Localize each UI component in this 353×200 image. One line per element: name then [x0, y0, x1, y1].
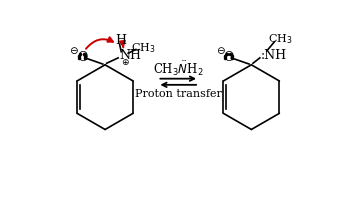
FancyArrowPatch shape	[120, 41, 125, 48]
Text: NH: NH	[119, 49, 141, 62]
Text: O: O	[77, 51, 87, 64]
Text: CH$_3\ddot{N}$H$_2$: CH$_3\ddot{N}$H$_2$	[153, 59, 203, 78]
Text: H: H	[115, 34, 126, 47]
Text: O: O	[223, 51, 233, 64]
FancyArrowPatch shape	[86, 37, 113, 49]
Text: :NH: :NH	[261, 49, 287, 62]
Text: $\ominus$: $\ominus$	[70, 45, 79, 56]
Text: $\ominus$: $\ominus$	[216, 45, 226, 56]
Text: CH$_3$: CH$_3$	[268, 32, 293, 46]
Text: CH$_3$: CH$_3$	[131, 41, 156, 55]
Text: $\oplus$: $\oplus$	[121, 57, 130, 67]
Text: Proton transfer: Proton transfer	[135, 89, 222, 99]
